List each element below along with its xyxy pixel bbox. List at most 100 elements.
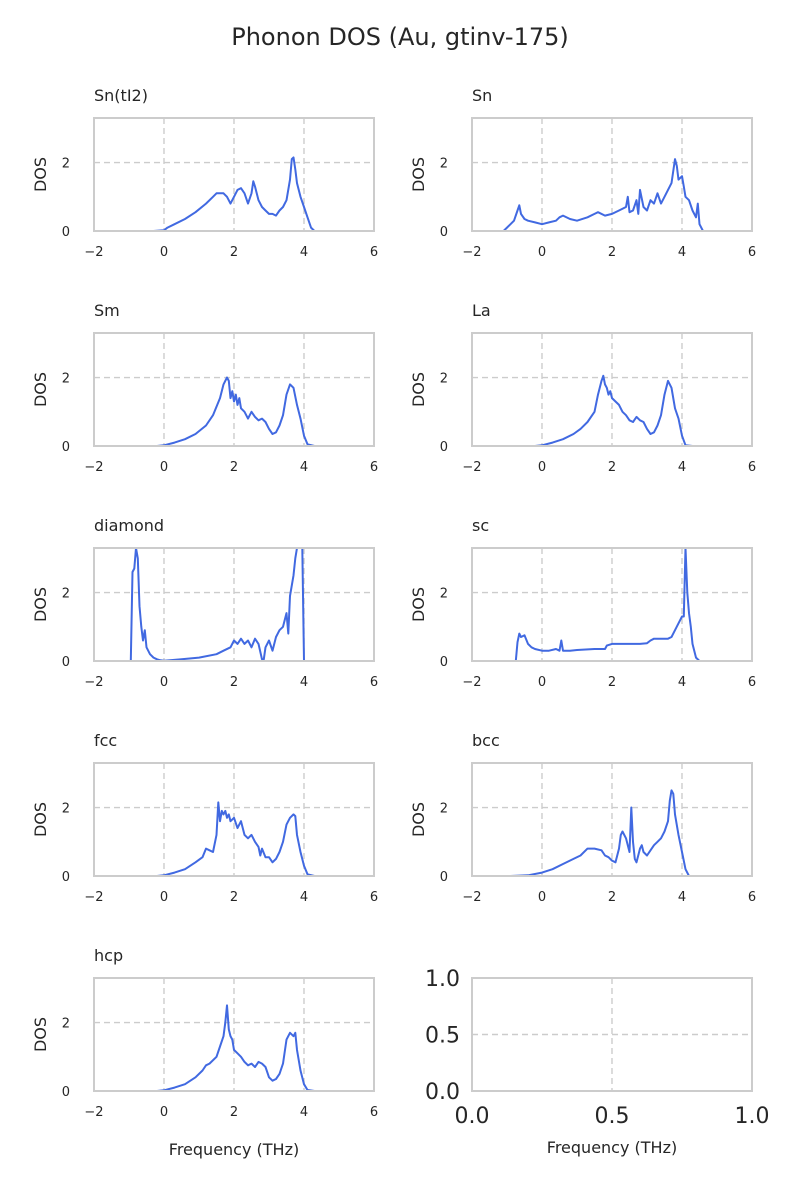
dos-series-line <box>486 158 717 231</box>
y-tick-label: 2 <box>62 587 70 602</box>
x-tick-label: 2 <box>608 890 616 905</box>
panel-title: Sn <box>472 86 492 105</box>
x-tick-label: 2 <box>230 1105 238 1120</box>
y-axis-label: DOS <box>31 1017 50 1052</box>
x-tick-label: −2 <box>84 1105 103 1120</box>
x-tick-label: 4 <box>300 675 308 690</box>
y-axis-label: DOS <box>409 372 428 407</box>
y-tick-label: 0 <box>440 225 448 240</box>
y-tick-label: 0 <box>62 870 70 885</box>
x-tick-label: 0 <box>538 675 546 690</box>
y-tick-label: 2 <box>62 372 70 387</box>
y-tick-label: 0 <box>62 1085 70 1100</box>
x-tick-label: 0 <box>160 460 168 475</box>
y-axis-label: DOS <box>409 157 428 192</box>
x-tick-label: −2 <box>462 890 481 905</box>
axes-frame <box>471 547 753 662</box>
panel-title: diamond <box>94 516 164 535</box>
axes-frame <box>93 762 375 877</box>
y-axis-label: DOS <box>31 802 50 837</box>
x-tick-label: 2 <box>608 675 616 690</box>
panel-empty: 0.0 0.5 1.0 0.0 0.5 1.0 Frequency (THz) <box>425 967 770 1157</box>
y-tick-label: 0 <box>440 440 448 455</box>
x-tick-label: −2 <box>462 245 481 260</box>
axes-frame <box>471 977 753 1092</box>
x-tick-label: 2 <box>608 245 616 260</box>
y-tick-label: 0 <box>62 440 70 455</box>
x-tick-label: 2 <box>230 245 238 260</box>
axes-frame <box>471 117 753 232</box>
x-tick-label: 0 <box>538 245 546 260</box>
y-axis-label: DOS <box>31 587 50 622</box>
y-axis-label: DOS <box>409 587 428 622</box>
dos-series-line <box>510 789 703 876</box>
panel-diamond: −2 0 2 4 6 0 2 diamond DOS <box>31 516 378 690</box>
y-tick-label: 2 <box>440 587 448 602</box>
x-tick-label: −2 <box>84 890 103 905</box>
dos-series-line <box>156 801 322 876</box>
x-tick-label: 4 <box>300 890 308 905</box>
y-tick-label: 2 <box>440 802 448 817</box>
y-tick-label: 0.0 <box>425 1080 460 1105</box>
panel-title: La <box>472 301 491 320</box>
panel-grid: −2 0 2 4 6 0 2 Sn(tI2) DOS −2 0 2 4 6 0 2 Sn DOS −2 0 2 4 6 0 2 S… <box>31 86 770 1159</box>
x-tick-label: 4 <box>678 890 686 905</box>
x-tick-label: 2 <box>230 675 238 690</box>
panel-fcc: −2 0 2 4 6 0 2 fcc DOS <box>31 731 378 905</box>
x-axis-label: Frequency (THz) <box>547 1138 677 1157</box>
x-tick-label: 6 <box>748 675 756 690</box>
dos-series-line <box>500 548 717 661</box>
y-tick-label: 2 <box>62 802 70 817</box>
x-tick-label: 6 <box>370 1105 378 1120</box>
x-tick-label: 6 <box>748 460 756 475</box>
x-tick-label: 4 <box>300 245 308 260</box>
x-tick-label: 0 <box>160 890 168 905</box>
panel-la: −2 0 2 4 6 0 2 La DOS <box>409 301 756 475</box>
x-tick-label: 0 <box>160 245 168 260</box>
axes-frame <box>471 762 753 877</box>
x-tick-label: −2 <box>84 245 103 260</box>
y-tick-label: 2 <box>62 1017 70 1032</box>
x-tick-label: 0.0 <box>455 1104 490 1129</box>
x-tick-label: 4 <box>678 460 686 475</box>
x-tick-label: 0 <box>538 460 546 475</box>
x-tick-label: 4 <box>678 675 686 690</box>
panel-title: Sn(tI2) <box>94 86 148 105</box>
x-tick-label: 6 <box>748 890 756 905</box>
panel-title: bcc <box>472 731 500 750</box>
x-tick-label: −2 <box>84 675 103 690</box>
x-tick-label: 4 <box>300 1105 308 1120</box>
panel-sn: −2 0 2 4 6 0 2 Sn DOS <box>409 86 756 260</box>
y-tick-label: 2 <box>440 157 448 172</box>
x-tick-label: 6 <box>370 675 378 690</box>
x-tick-label: 0 <box>160 675 168 690</box>
panel-title: Sm <box>94 301 120 320</box>
y-tick-label: 0 <box>440 655 448 670</box>
y-tick-label: 0 <box>440 870 448 885</box>
x-tick-label: 6 <box>370 890 378 905</box>
dos-series-line <box>156 376 322 446</box>
axes-frame <box>471 332 753 447</box>
x-tick-label: −2 <box>462 675 481 690</box>
x-tick-label: 0 <box>160 1105 168 1120</box>
panel-title: sc <box>472 516 489 535</box>
panel-title: fcc <box>94 731 117 750</box>
x-axis-label: Frequency (THz) <box>169 1140 299 1159</box>
panel-title: hcp <box>94 946 123 965</box>
x-tick-label: 4 <box>300 460 308 475</box>
x-tick-label: −2 <box>84 460 103 475</box>
x-tick-label: 0.5 <box>595 1104 630 1129</box>
y-tick-label: 0 <box>62 225 70 240</box>
panel-sc: −2 0 2 4 6 0 2 sc DOS <box>409 516 756 690</box>
x-tick-label: 2 <box>230 460 238 475</box>
x-tick-label: 6 <box>748 245 756 260</box>
x-tick-label: 6 <box>370 460 378 475</box>
x-tick-label: 2 <box>230 890 238 905</box>
dos-series-line <box>143 156 332 231</box>
axes-frame <box>93 117 375 232</box>
axes-frame <box>93 977 375 1092</box>
y-axis-label: DOS <box>409 802 428 837</box>
y-axis-label: DOS <box>31 372 50 407</box>
x-tick-label: 0 <box>538 890 546 905</box>
